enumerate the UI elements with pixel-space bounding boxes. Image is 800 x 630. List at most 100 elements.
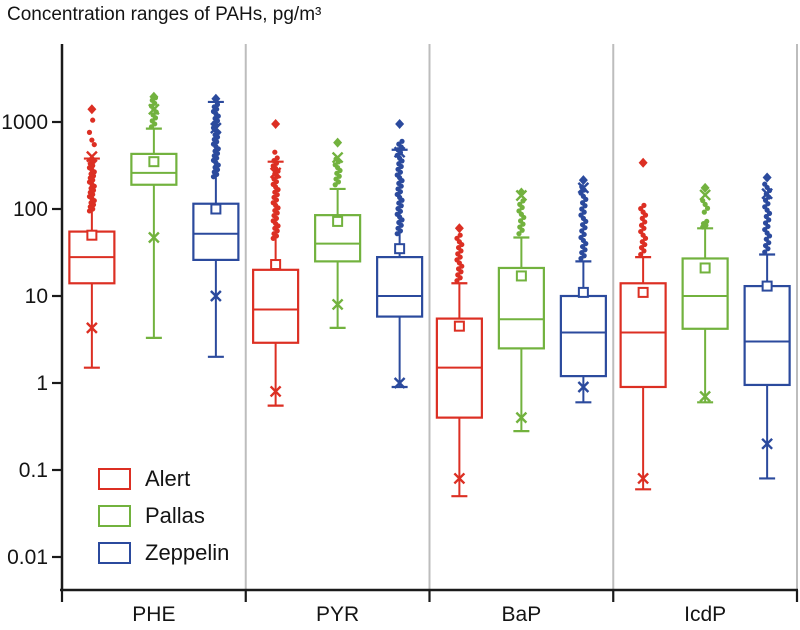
outlier-dot [762, 249, 768, 255]
chart-title: Concentration ranges of PAHs, pg/m³ [7, 4, 322, 25]
percentile-1-marker [515, 411, 528, 424]
pallas-swatch-icon [98, 505, 131, 527]
outlier-dot [638, 222, 645, 228]
box-zeppelin-BaP [559, 175, 607, 404]
mean-marker [210, 203, 222, 215]
extreme-diamond [762, 172, 772, 183]
percentile-99-marker [699, 189, 711, 201]
outlier-dot [762, 220, 769, 226]
extreme-diamond [638, 157, 648, 168]
legend-item-zeppelin: Zeppelin [98, 540, 229, 566]
outlier-dot [516, 231, 522, 237]
percentile-1-marker [269, 385, 282, 398]
y-tick-label: 0.1 [19, 459, 48, 482]
percentile-99-marker [331, 151, 344, 164]
category-label-pyr: PYR [316, 603, 359, 626]
extreme-diamond [149, 91, 159, 102]
mean-marker [148, 156, 160, 168]
box-rect [376, 255, 424, 318]
outlier-dot [91, 141, 97, 148]
outlier-dot [762, 197, 769, 203]
category-label-icdp: IcdP [684, 603, 726, 626]
percentile-99-marker [210, 122, 222, 134]
extreme-diamond [700, 182, 710, 193]
extreme-diamond [454, 223, 464, 234]
outlier-dot [641, 202, 647, 208]
box-zeppelin-PHE [192, 93, 240, 358]
extreme-diamond [578, 175, 588, 186]
percentile-1-marker [453, 472, 466, 485]
box-alert-IcdP [619, 157, 667, 491]
extreme-diamond [333, 137, 343, 148]
extreme-diamond [395, 118, 405, 129]
box-rect [619, 282, 667, 389]
percentile-1-marker [761, 437, 773, 450]
outlier-dot [762, 181, 768, 187]
percentile-99-marker [577, 182, 590, 194]
outlier-dot [704, 205, 711, 211]
percentile-99-marker [86, 150, 98, 163]
percentile-1-marker [210, 290, 222, 302]
box-pallas-PHE [130, 91, 178, 339]
outlier-dot [579, 206, 585, 212]
box-alert-PHE [68, 104, 116, 369]
outlier-dot [704, 218, 710, 225]
outlier-dot [579, 222, 586, 228]
percentile-1-marker [577, 381, 590, 393]
outlier-dot [455, 272, 461, 278]
box-rect [559, 294, 607, 378]
extreme-diamond [87, 104, 97, 115]
outlier-dot [639, 239, 645, 245]
outlier-dot [763, 213, 769, 220]
percentile-1-marker [393, 377, 406, 389]
y-tick-label: 1000 [1, 111, 48, 134]
y-tick-label: 100 [13, 198, 48, 221]
outlier-dot [638, 228, 644, 235]
legend-label: Zeppelin [145, 540, 230, 565]
percentile-99-marker [393, 146, 406, 159]
category-label-phe: PHE [132, 603, 175, 626]
percentile-1-marker [148, 231, 160, 244]
legend-item-pallas: Pallas [98, 503, 229, 529]
outlier-dot [86, 129, 93, 135]
mean-marker [394, 243, 406, 255]
outlier-dot [638, 206, 644, 212]
outlier-dot [90, 117, 96, 123]
mean-marker [577, 286, 589, 298]
y-tick-label: 10 [25, 285, 48, 308]
y-tick-label: 1 [36, 372, 48, 395]
box-pallas-PYR [314, 137, 362, 329]
mean-marker [515, 270, 527, 282]
outlier-dot [399, 138, 405, 144]
legend: Alert Pallas Zeppelin [98, 466, 229, 566]
box-alert-BaP [435, 223, 483, 498]
box-pallas-IcdP [681, 182, 729, 404]
percentile-1-marker [86, 322, 98, 334]
outlier-dot [454, 235, 460, 241]
percentile-1-marker [637, 472, 649, 485]
mean-marker [761, 280, 773, 292]
legend-label: Pallas [145, 503, 205, 528]
box-zeppelin-PYR [376, 118, 424, 389]
box-rect [252, 268, 300, 344]
outlier-dot [701, 209, 707, 215]
mean-marker [453, 320, 465, 332]
box-pallas-BaP [497, 187, 545, 433]
percentile-1-marker [699, 390, 711, 403]
outlier-dot [516, 208, 522, 214]
outlier-dot [89, 137, 95, 143]
extreme-diamond [271, 118, 281, 129]
box-alert-PYR [252, 118, 300, 407]
percentile-1-marker [331, 298, 344, 311]
percentile-99-marker [269, 167, 282, 179]
outlier-dot [579, 200, 586, 206]
outlier-dot [762, 226, 768, 233]
outlier-dot [578, 234, 584, 241]
alert-swatch-icon [98, 468, 131, 490]
percentile-99-marker [761, 187, 773, 200]
mean-marker [86, 229, 98, 241]
outlier-dot [517, 201, 523, 207]
outlier-dot [762, 204, 768, 210]
mean-marker [699, 262, 711, 274]
outlier-dot [702, 201, 708, 207]
